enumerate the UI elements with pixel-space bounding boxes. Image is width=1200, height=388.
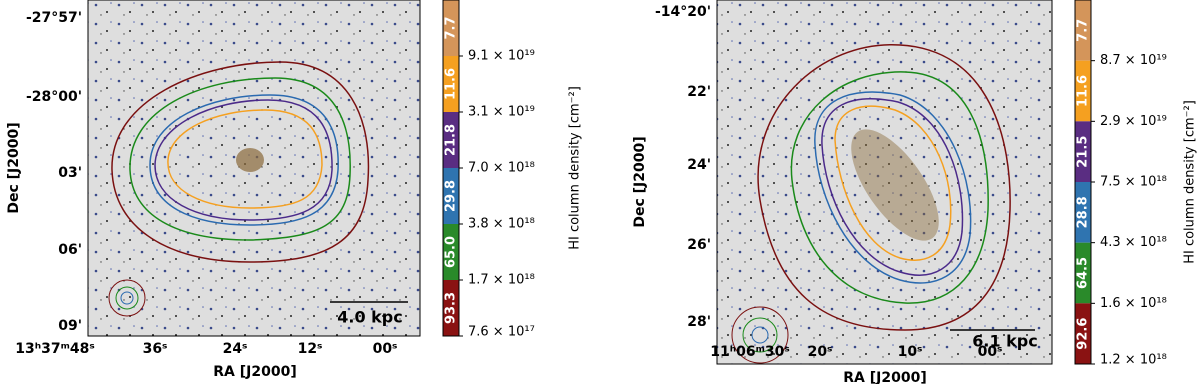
colorbar-segment-label: 21.5	[1076, 136, 1091, 168]
dec-tick-label: 22'	[687, 84, 711, 100]
colorbar-tick-label: 7.5 × 10¹⁸	[1100, 175, 1167, 190]
colorbar-segment	[1075, 0, 1091, 61]
dec-tick-label: 06'	[58, 242, 82, 258]
colorbar-segment-label: 7.7	[444, 16, 459, 39]
dec-tick-label: 09'	[58, 318, 82, 334]
ra-tick-label: 12ˢ	[298, 341, 323, 357]
colorbar-segment	[1075, 303, 1091, 364]
colorbar-segment	[443, 224, 459, 280]
dec-tick-label: 03'	[58, 165, 82, 181]
colorbar-segment-label: 92.6	[1076, 318, 1091, 350]
colorbar-segment-label: 11.6	[444, 68, 459, 100]
colorbar-segment	[1075, 60, 1091, 122]
colorbar-tick-label: 1.2 × 10¹⁸	[1100, 353, 1167, 368]
colorbar-tick-label: 3.8 × 10¹⁸	[468, 217, 535, 232]
colorbar-title: HI column density [cm⁻²]	[1183, 100, 1198, 264]
colorbar-tick-label: 9.1 × 10¹⁹	[468, 49, 535, 64]
colorbar-segment	[1075, 182, 1091, 243]
axis-title: Dec [J2000]	[632, 136, 648, 227]
colorbar-tick-label: 2.9 × 10¹⁹	[1100, 114, 1167, 129]
axis-title: Dec [J2000]	[6, 122, 22, 213]
ra-tick-label: 24ˢ	[223, 341, 248, 357]
dec-tick-label: 28'	[687, 314, 711, 330]
colorbar-segment-label: 21.8	[444, 124, 459, 156]
ra-tick-label: 13ʰ37ᵐ48ˢ	[15, 341, 94, 357]
colorbar-segment	[443, 56, 459, 112]
dec-tick-label: -27°57'	[26, 10, 82, 26]
image-panel	[716, 0, 1053, 365]
colorbar-segment-label: 11.6	[1076, 75, 1091, 107]
ra-tick-label: 11ʰ06ᵐ30ˢ	[710, 344, 789, 360]
colorbar-segment	[1075, 242, 1091, 304]
colorbar-tick-label: 8.7 × 10¹⁹	[1100, 53, 1167, 68]
colorbar-segment-label: 7.7	[1076, 19, 1091, 42]
colorbar-title: HI column density [cm⁻²]	[568, 86, 583, 250]
dec-tick-label: -28°00'	[26, 89, 82, 105]
colorbar-segment-label: 28.8	[1076, 196, 1091, 228]
colorbar-segment	[443, 112, 459, 168]
ra-tick-label: 36ˢ	[143, 341, 168, 357]
image-panel	[87, 0, 421, 337]
ra-tick-label: 20ˢ	[808, 344, 833, 360]
scale-bar-label: 6.1 kpc	[972, 332, 1038, 351]
ra-tick-label: 10ˢ	[898, 344, 923, 360]
colorbar-tick-label: 3.1 × 10¹⁹	[468, 105, 535, 120]
colorbar-tick-label: 1.6 × 10¹⁸	[1100, 296, 1167, 311]
dec-tick-label: 26'	[687, 237, 711, 253]
colorbar-segment	[1075, 121, 1091, 182]
colorbar-tick-label: 7.6 × 10¹⁷	[468, 325, 535, 340]
colorbar-tick-label: 1.7 × 10¹⁸	[468, 273, 535, 288]
colorbar-segment	[443, 280, 459, 336]
colorbar-segment-label: 65.0	[444, 236, 459, 268]
colorbar-segment	[443, 168, 459, 224]
ra-tick-label: 00ˢ	[373, 341, 398, 357]
colorbar-tick-label: 4.3 × 10¹⁸	[1100, 235, 1167, 250]
scale-bar-label: 4.0 kpc	[337, 308, 403, 327]
colorbar-segment-label: 29.8	[444, 180, 459, 212]
dec-tick-label: -14°20'	[655, 4, 711, 20]
axis-title: RA [J2000]	[213, 364, 296, 380]
colorbar-tick-label: 7.0 × 10¹⁸	[468, 161, 535, 176]
dec-tick-label: 24'	[687, 157, 711, 173]
colorbar-segment-label: 64.5	[1076, 257, 1091, 289]
axis-title: RA [J2000]	[843, 370, 926, 384]
colorbar-segment	[443, 0, 459, 56]
ra-tick-label: 00ˢ	[978, 344, 1003, 360]
colorbar-segment-label: 93.3	[444, 292, 459, 324]
